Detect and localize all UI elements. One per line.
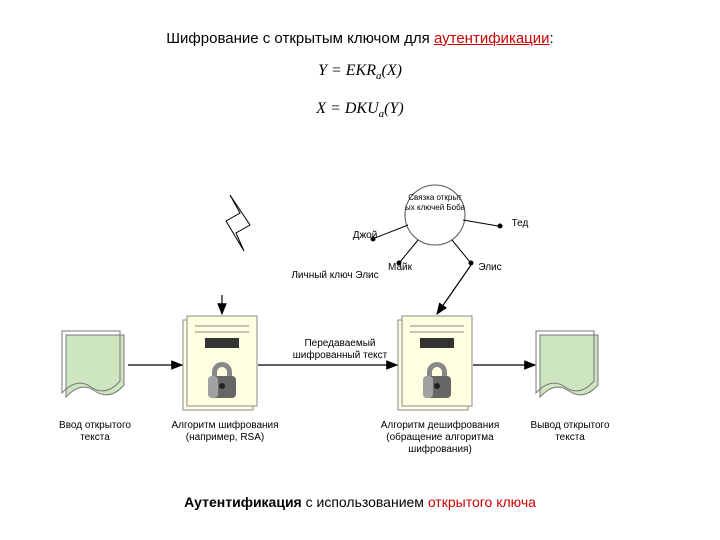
input-document-icon	[62, 331, 124, 397]
ted-label: Тед	[500, 218, 540, 230]
enc-alg-caption: Алгоритм шифрования (например, RSA)	[165, 420, 285, 444]
keyring-label: Связка открыт ых ключей Боба	[405, 193, 465, 212]
joy-label: Джой	[345, 230, 385, 242]
arrow-alice-key	[437, 265, 471, 314]
bottom-bold: Аутентификация	[184, 494, 302, 510]
alice-label: Элис	[470, 262, 510, 274]
transmitted-label: Передаваемый шифрованный текст	[280, 338, 400, 362]
input-caption: Ввод открытого текста	[45, 420, 145, 444]
encryption-box-icon	[183, 316, 257, 410]
output-caption: Вывод открытого текста	[520, 420, 620, 444]
bottom-red: открытого ключа	[428, 494, 536, 510]
private-key-label: Личный ключ Элис	[290, 270, 380, 282]
lightning-icon	[226, 195, 250, 251]
dec-alg-caption: Алгоритм дешифрования (обращение алгорит…	[380, 420, 500, 456]
output-document-icon	[536, 331, 598, 397]
bottom-mid: с использованием	[302, 494, 428, 510]
decryption-box-icon	[398, 316, 472, 410]
mike-label: Майк	[380, 262, 420, 274]
bottom-caption: Аутентификация с использованием открытог…	[0, 494, 720, 510]
